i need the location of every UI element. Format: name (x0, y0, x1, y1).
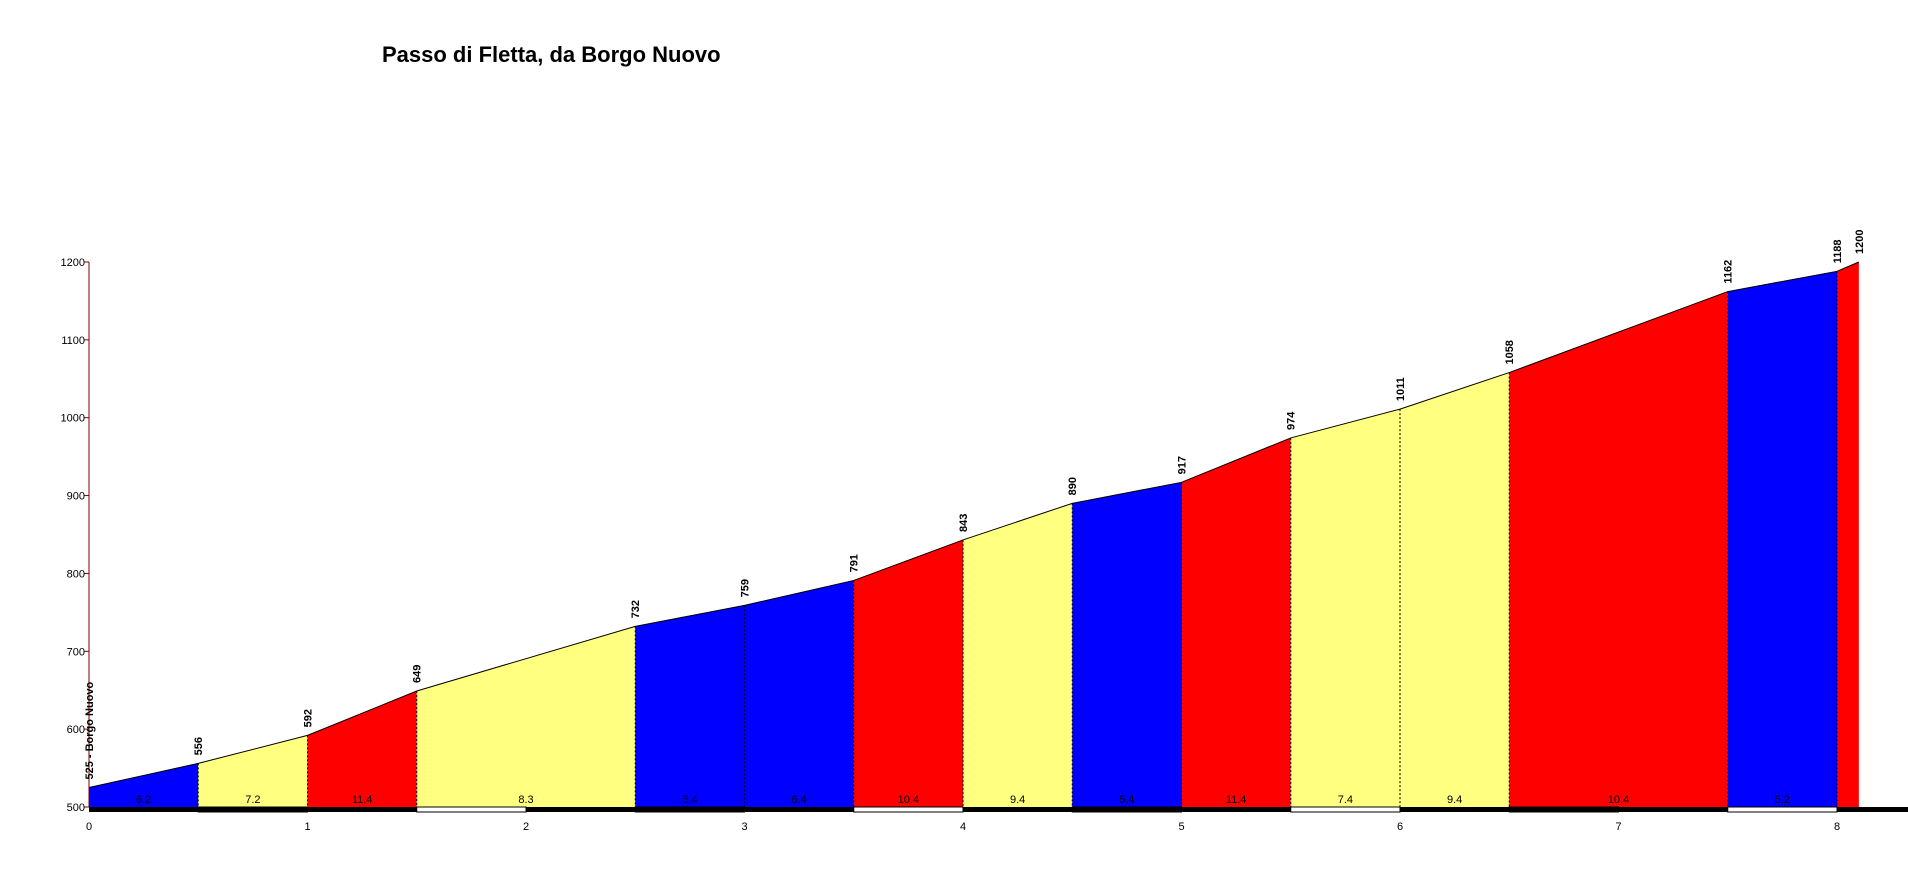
elevation-label: 556 (193, 737, 205, 755)
segment-grade-label: 7.2 (245, 794, 260, 806)
km-bar-dark (307, 807, 417, 812)
segment-fill (1509, 291, 1728, 808)
segment-fill (198, 735, 308, 807)
elevation-label: 890 (1067, 477, 1079, 495)
x-tick-label: 0 (86, 821, 92, 833)
km-bar-light (1508, 806, 1619, 813)
x-tick-label: 5 (1178, 821, 1184, 833)
km-bar-dark (963, 807, 1073, 812)
x-tick-label: 4 (960, 821, 966, 833)
elevation-label: 1188 (1832, 239, 1844, 263)
x-tick-label: 8 (1834, 821, 1840, 833)
segment-fill (1290, 409, 1400, 807)
profile-line (88, 261, 1860, 789)
segment-grade-label: 10.4 (898, 794, 919, 806)
segment-fill (1727, 271, 1837, 807)
segment-grade-label: 7.4 (1338, 794, 1353, 806)
km-bar-dark (1400, 807, 1510, 812)
segment-fill (1181, 437, 1291, 807)
km-bar-light (1290, 806, 1401, 813)
x-tick-label: 1 (304, 821, 310, 833)
elevation-label: 525 - Borgo Nuovo (84, 681, 96, 779)
elevation-label: 974 (1286, 411, 1298, 430)
km-bar-dark (89, 807, 199, 812)
segment-dividers (197, 271, 1838, 807)
labels: 6.2 7.2 11.4 8.3 5.4 6.4 10.4 9.4 5.4 11.4 7.4 9.4 1… (84, 229, 1866, 806)
y-tick-label: 600 (67, 724, 85, 736)
segment-grade-label: 9.4 (1447, 794, 1462, 806)
segment-fill (307, 690, 417, 807)
segment-grade-label: 6.2 (136, 794, 151, 806)
segment-fill (963, 503, 1073, 807)
y-tick-label: 1200 (61, 257, 85, 269)
elevation-label: 732 (630, 600, 642, 618)
elevation-label: 759 (740, 579, 752, 597)
km-bar-dark (744, 807, 854, 812)
segment-fill (744, 580, 854, 807)
segment-grade-label: 9.4 (1010, 794, 1025, 806)
km-bar-tail (1837, 807, 1908, 812)
elevation-label: 1200 (1854, 229, 1866, 253)
segment-fills (89, 261, 1859, 808)
km-bar-light (1071, 806, 1182, 813)
y-tick-label: 800 (67, 568, 85, 580)
km-bar-dark (1181, 807, 1291, 812)
segment-grade-label: 10.4 (1608, 794, 1629, 806)
elevation-label: 1058 (1504, 340, 1516, 364)
segment-grade-label: 5.4 (682, 794, 697, 806)
km-bar-light (1727, 806, 1838, 813)
km-bar-light (634, 806, 745, 813)
axes: 500 600 700 800 900 1000 1100 1200 0 1 2 3 4 5 6 7 8 (61, 257, 1908, 833)
km-bar-light (853, 806, 964, 813)
elevation-label: 592 (303, 709, 315, 727)
elevation-label: 1162 (1723, 260, 1735, 284)
elevation-label: 649 (412, 665, 424, 683)
y-tick-label: 500 (67, 802, 85, 814)
segment-grade-label: 11.4 (352, 794, 373, 806)
x-tick-label: 2 (523, 821, 529, 833)
segment-fill (1400, 372, 1510, 807)
segment-grade-label: 5.4 (1119, 794, 1134, 806)
km-bar-dark (1618, 807, 1728, 812)
segment-fill (853, 539, 963, 807)
y-tick-label: 1100 (61, 335, 85, 347)
x-tick-label: 3 (741, 821, 747, 833)
y-tick-label: 1000 (61, 413, 85, 425)
chart-title: Passo di Fletta, da Borgo Nuovo (382, 42, 721, 67)
segment-grade-label: 11.4 (1226, 794, 1247, 806)
segment-grade-label: 6.4 (791, 794, 806, 806)
km-bar-light (197, 806, 308, 813)
y-tick-label: 700 (67, 646, 85, 658)
segment-fill (416, 626, 636, 807)
segment-grade-label: 8.3 (518, 794, 533, 806)
x-tick-label: 7 (1615, 821, 1621, 833)
elevation-label: 917 (1177, 456, 1189, 474)
elevation-label: 791 (849, 554, 861, 572)
km-bar-light (416, 806, 527, 813)
elevation-label: 1011 (1395, 377, 1407, 401)
segment-fill (89, 763, 199, 807)
profile-line-group (88, 261, 1860, 789)
x-tick-label: 6 (1397, 821, 1403, 833)
km-bar-dark (526, 807, 636, 812)
y-tick-label: 900 (67, 491, 85, 503)
elevation-label: 843 (958, 514, 970, 532)
segment-grade-label: 5.2 (1775, 794, 1790, 806)
segment-fill (635, 605, 745, 807)
segment-fill (1837, 261, 1859, 808)
segment-fill (1072, 482, 1182, 807)
